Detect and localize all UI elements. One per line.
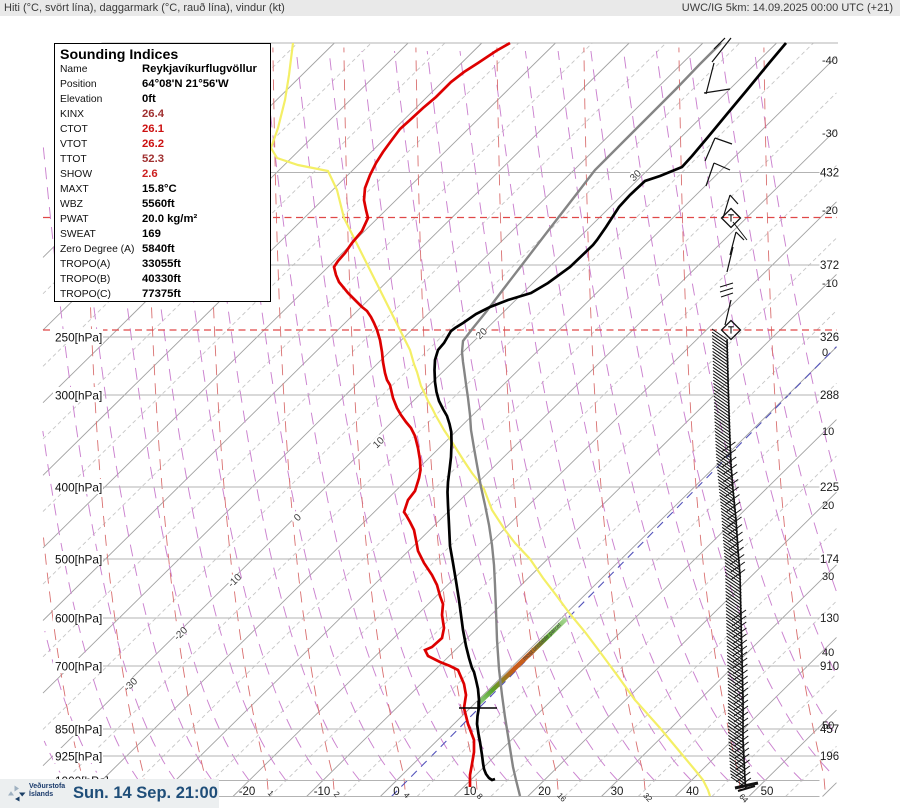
svg-text:50: 50	[822, 720, 834, 732]
svg-text:4: 4	[402, 791, 412, 801]
svg-text:10: 10	[464, 786, 477, 798]
svg-text:40: 40	[686, 786, 699, 798]
svg-text:8: 8	[475, 792, 485, 802]
svg-text:300[hPa]: 300[hPa]	[55, 389, 102, 403]
svg-text:10: 10	[822, 426, 834, 438]
svg-text:2: 2	[332, 790, 342, 800]
svg-text:500[hPa]: 500[hPa]	[55, 553, 102, 567]
svg-text:17405: 17405	[820, 554, 852, 566]
svg-text:32655: 32655	[820, 332, 852, 344]
svg-text:-40: -40	[822, 55, 838, 67]
svg-text:40: 40	[822, 647, 834, 659]
svg-text:0: 0	[292, 512, 304, 524]
svg-text:-10: -10	[314, 786, 331, 798]
svg-text:43255: 43255	[820, 168, 852, 180]
svg-text:-20: -20	[822, 205, 838, 217]
svg-text:22555: 22555	[820, 482, 852, 494]
svg-text:20: 20	[822, 500, 834, 512]
svg-text:925[hPa]: 925[hPa]	[55, 750, 102, 764]
svg-text:19605: 19605	[820, 751, 852, 763]
svg-text:20: 20	[538, 786, 551, 798]
svg-text:-30: -30	[822, 128, 838, 140]
svg-text:-10: -10	[822, 278, 838, 290]
svg-text:0: 0	[822, 347, 828, 359]
svg-text:850[hPa]: 850[hPa]	[55, 723, 102, 737]
svg-text:250[hPa]: 250[hPa]	[55, 331, 102, 345]
svg-text:400[hPa]: 400[hPa]	[55, 481, 102, 495]
svg-text:600[hPa]: 600[hPa]	[55, 612, 102, 626]
svg-text:30: 30	[611, 786, 624, 798]
svg-text:50: 50	[761, 786, 774, 798]
svg-text:45705: 45705	[820, 724, 852, 736]
svg-text:1: 1	[266, 789, 276, 799]
svg-text:30: 30	[822, 571, 834, 583]
svg-text:37255: 37255	[820, 260, 852, 272]
svg-text:-20: -20	[239, 786, 256, 798]
svg-text:13055: 13055	[820, 613, 852, 625]
svg-text:700[hPa]: 700[hPa]	[55, 660, 102, 674]
svg-text:0: 0	[393, 786, 399, 798]
svg-text:91005: 91005	[820, 661, 852, 673]
svg-text:28855: 28855	[820, 390, 852, 402]
